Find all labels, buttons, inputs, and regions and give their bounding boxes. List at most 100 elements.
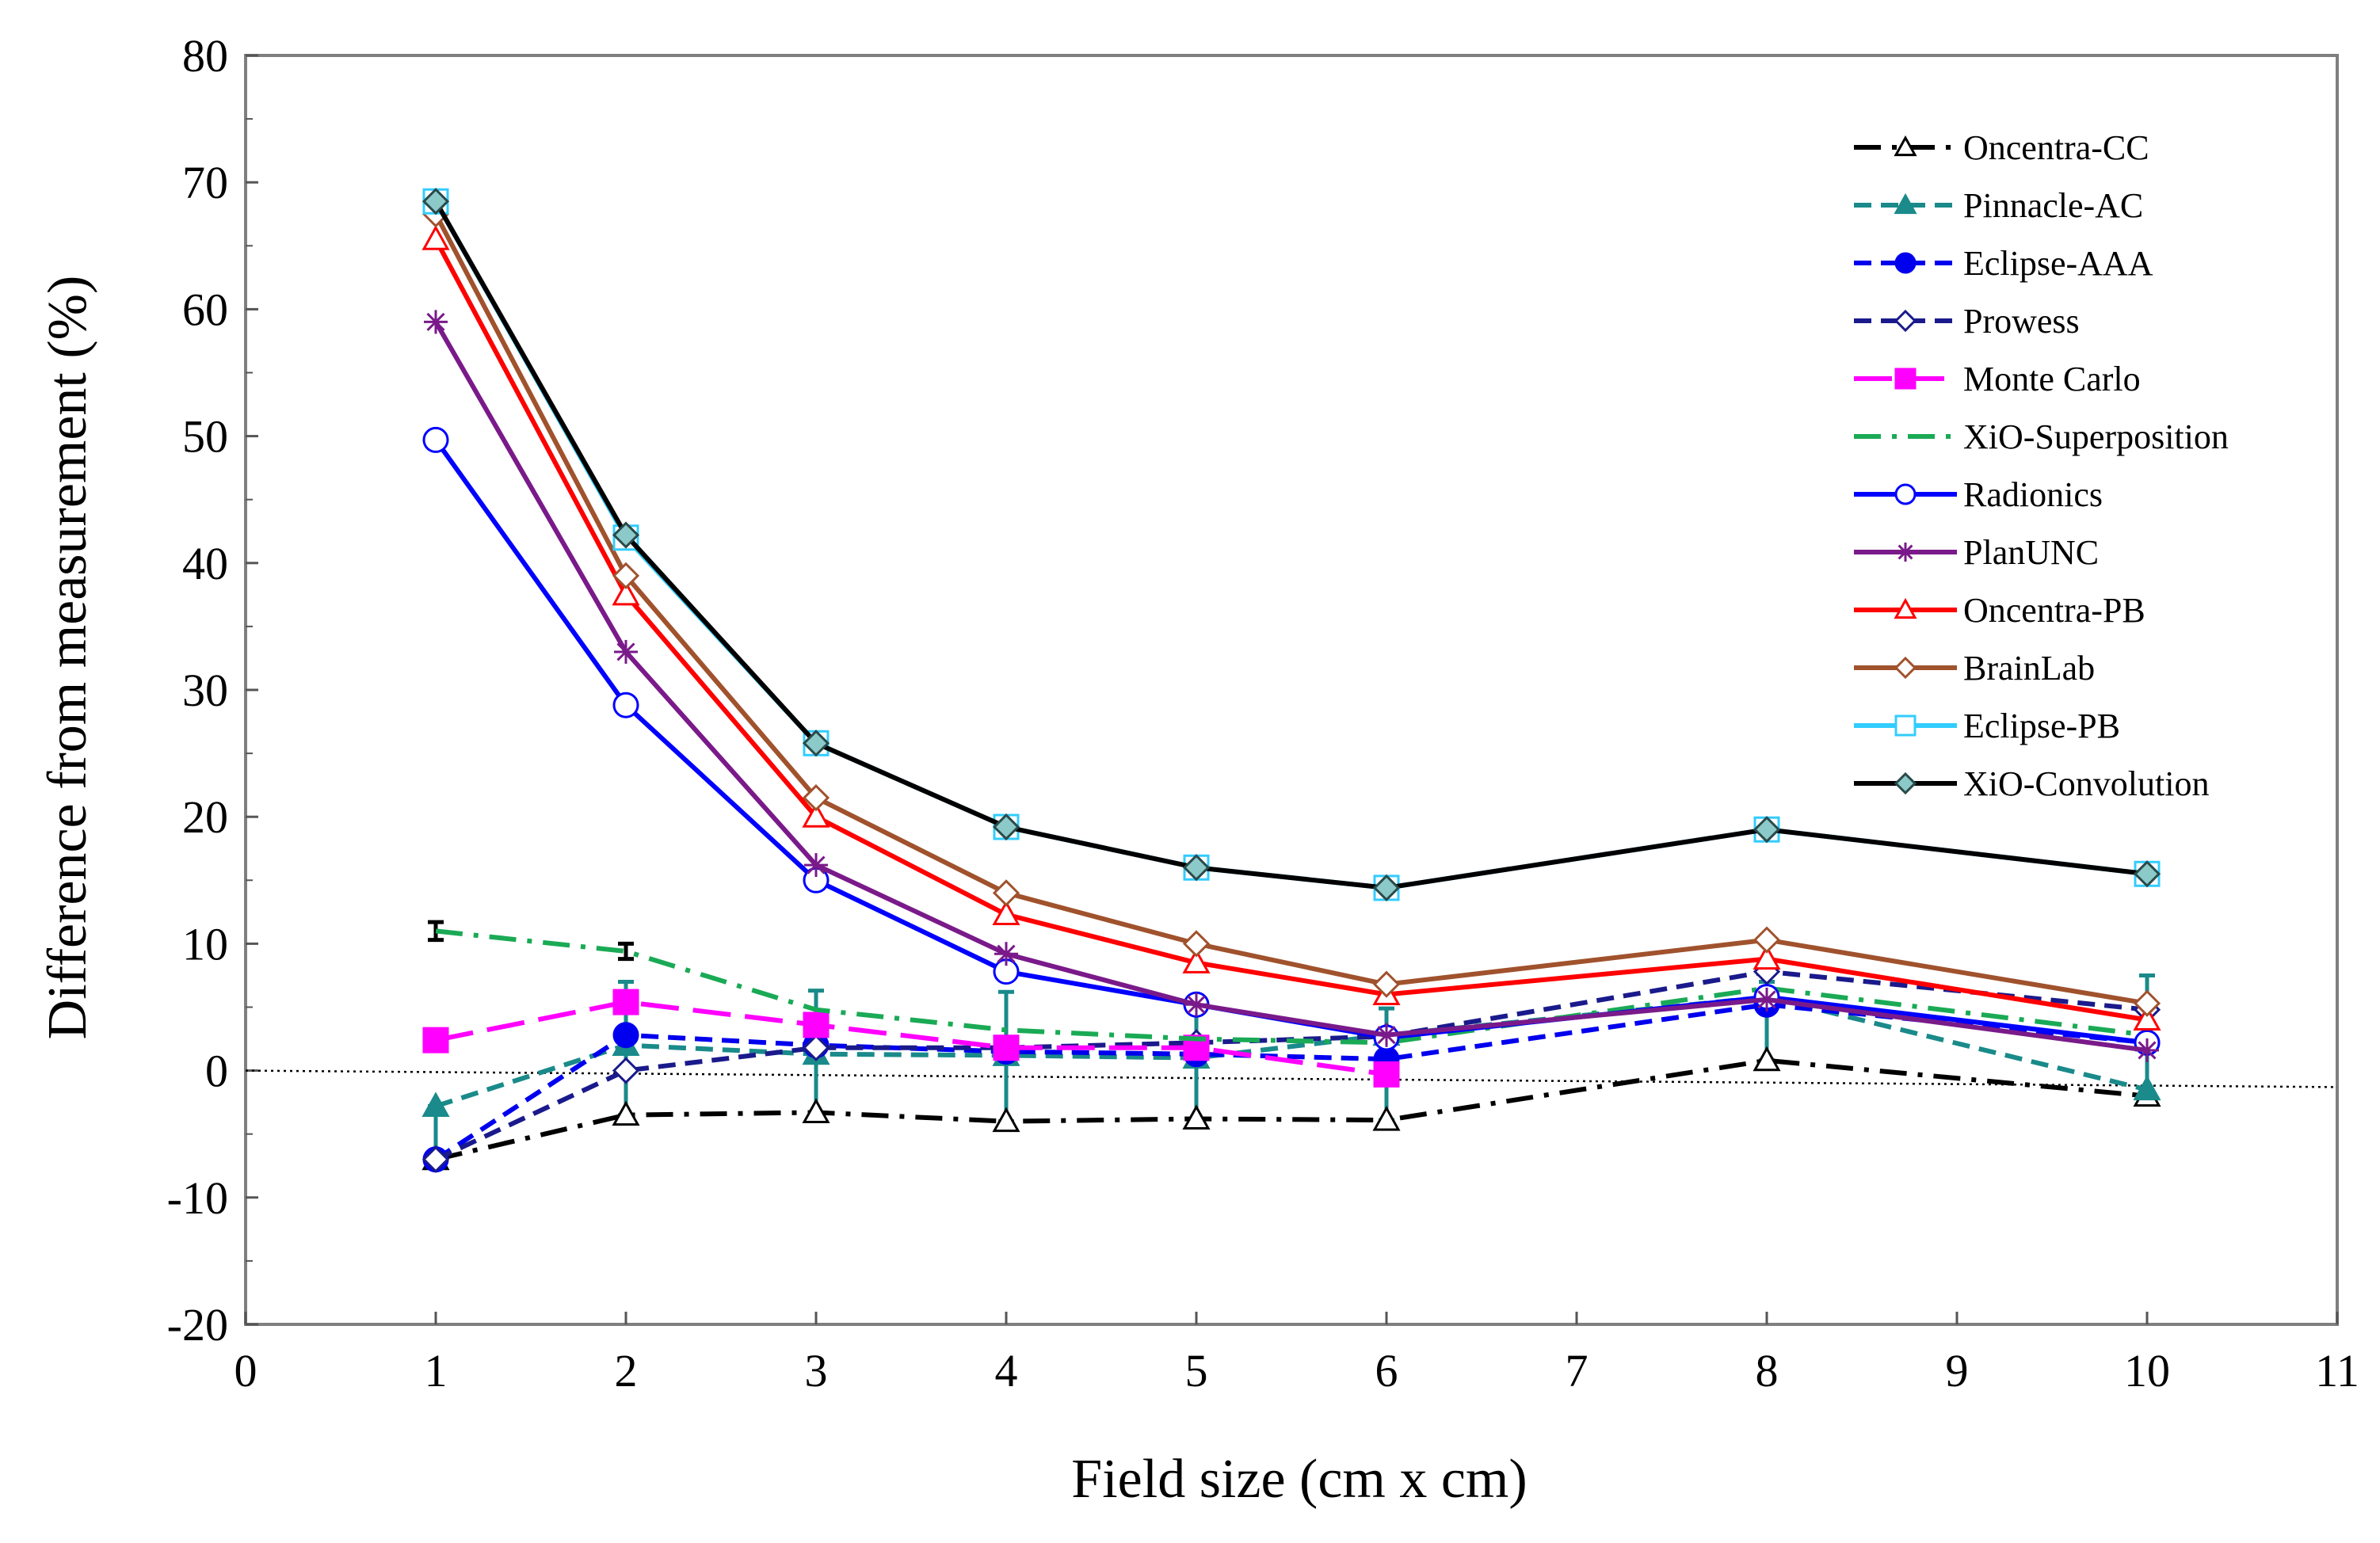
legend-label: Oncentra-CC [1963, 128, 2149, 167]
point-marker [1894, 714, 1917, 737]
point-marker [1755, 987, 1779, 1012]
legend-item: Prowess [1854, 302, 2080, 341]
legend: Oncentra-CC Pinnacle-AC Eclipse-AAA Prowess… [1854, 128, 2229, 803]
series-line [435, 1000, 1387, 1077]
x-tick-label: 8 [1756, 1345, 1779, 1396]
point-marker [1894, 135, 1917, 157]
x-tick-label: 1 [425, 1345, 448, 1396]
point-marker [1896, 543, 1915, 562]
point-marker [802, 784, 830, 812]
point-marker [1372, 1105, 1401, 1131]
series-oncentra-cc [421, 1046, 2161, 1171]
legend-label: Eclipse-PB [1963, 707, 2120, 745]
point-marker [2135, 1038, 2159, 1062]
point-marker [1894, 309, 1917, 333]
series-xio-superposition [435, 928, 2148, 1046]
point-marker [612, 1100, 640, 1126]
series-line [433, 320, 2148, 1053]
zero-line [245, 1069, 2338, 1088]
x-tick-label: 2 [615, 1345, 638, 1396]
point-marker [802, 730, 830, 757]
axis-labels: Field size (cm x cm) Difference from mea… [37, 276, 1528, 1510]
y-tick-label: 0 [205, 1046, 228, 1097]
series-lines [421, 188, 2161, 1173]
point-marker [2133, 989, 2161, 1017]
point-marker [992, 1107, 1020, 1133]
point-marker [2133, 860, 2161, 888]
marker-stroke [1377, 1026, 1396, 1045]
legend-label: BrainLab [1963, 649, 2095, 688]
point-marker [612, 989, 639, 1015]
point-marker [1372, 874, 1401, 902]
series-line [433, 438, 2148, 1046]
point-marker [1182, 948, 1211, 973]
point-marker [1184, 992, 1208, 1017]
y-tick-label: -10 [167, 1172, 228, 1224]
legend-item: XiO-Superposition [1854, 417, 2229, 456]
series-prowess [421, 958, 2161, 1173]
legend-label: Oncentra-PB [1963, 591, 2145, 630]
point-marker [994, 942, 1018, 966]
series-line [435, 1057, 2148, 1162]
point-marker [1894, 597, 1917, 619]
point-marker [802, 1034, 830, 1061]
legend-item: PlanUNC [1854, 533, 2099, 572]
y-tick-label: -20 [167, 1299, 228, 1351]
series-line [434, 1002, 2148, 1162]
series-brainlab [421, 200, 2161, 1017]
point-marker [2133, 1075, 2161, 1101]
point-marker [421, 1092, 450, 1117]
point-marker [422, 426, 449, 453]
marker-stroke [1898, 544, 1913, 560]
y-tick-label: 60 [182, 284, 228, 335]
legend-label: XiO-Superposition [1963, 417, 2229, 456]
x-tick-label: 10 [2124, 1345, 2170, 1396]
point-marker [1753, 944, 1781, 970]
point-marker [612, 1022, 639, 1049]
series-line [433, 212, 2148, 1006]
x-axis-title: Field size (cm x cm) [1071, 1449, 1527, 1510]
legend-item: BrainLab [1854, 649, 2095, 688]
marker-stroke [997, 944, 1016, 963]
x-tick-label: 11 [2315, 1345, 2359, 1396]
legend-item: Eclipse-PB [1854, 707, 2120, 745]
point-marker [1753, 816, 1781, 844]
point-marker [803, 1012, 830, 1038]
legend-label: Prowess [1963, 302, 2080, 341]
point-marker [992, 879, 1020, 907]
x-tick-label: 4 [995, 1345, 1018, 1396]
series-line [435, 928, 2148, 1046]
series-monte-carlo [422, 989, 1400, 1088]
x-tick-label: 6 [1375, 1345, 1398, 1396]
series-line [434, 969, 2148, 1162]
point-marker [1372, 970, 1401, 998]
point-marker [1894, 656, 1917, 680]
point-marker [802, 1098, 830, 1123]
point-marker [422, 1027, 449, 1053]
x-tick-label: 3 [805, 1345, 828, 1396]
legend-item: Oncentra-CC [1854, 128, 2149, 167]
series-eclipse-pb [422, 188, 2161, 901]
point-marker [421, 225, 450, 250]
legend-label: PlanUNC [1963, 533, 2099, 572]
point-marker [1894, 368, 1917, 390]
y-tick-label: 50 [182, 411, 228, 463]
y-tick-label: 30 [182, 665, 228, 716]
point-marker [612, 562, 640, 589]
point-marker [804, 853, 828, 878]
y-tick-label: 20 [182, 791, 228, 843]
legend-label: Monte Carlo [1963, 360, 2141, 398]
series-xio-convolution [421, 188, 2161, 902]
point-marker [802, 802, 830, 828]
series-line [433, 238, 2148, 1023]
point-marker [1375, 1023, 1398, 1047]
marker-stroke [1757, 990, 1776, 1009]
point-marker [992, 900, 1020, 926]
x-tick-label: 9 [1946, 1345, 1969, 1396]
legend-item: Oncentra-PB [1854, 591, 2145, 630]
point-marker [614, 639, 638, 664]
marker-stroke [807, 855, 826, 874]
point-marker [612, 1057, 640, 1084]
point-marker [1182, 854, 1211, 882]
